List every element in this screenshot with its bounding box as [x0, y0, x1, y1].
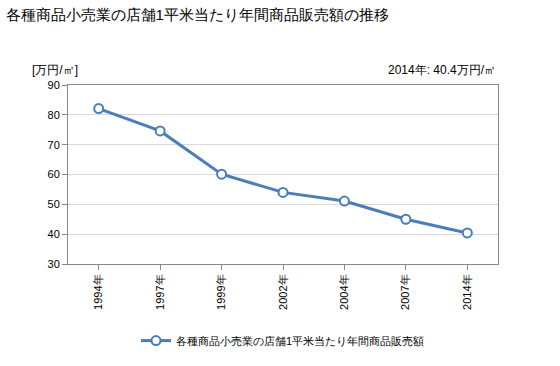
svg-text:70: 70 [48, 139, 60, 151]
svg-text:80: 80 [48, 109, 60, 121]
svg-text:60: 60 [48, 168, 60, 180]
svg-text:90: 90 [48, 79, 60, 91]
svg-text:2014年: 40.4万円/㎡: 2014年: 40.4万円/㎡ [388, 63, 496, 77]
svg-text:各種商品小売業の店舗1平米当たり年間商品販売額: 各種商品小売業の店舗1平米当たり年間商品販売額 [176, 335, 424, 347]
svg-text:各種商品小売業の店舗1平米当たり年間商品販売額の推移: 各種商品小売業の店舗1平米当たり年間商品販売額の推移 [6, 6, 389, 23]
svg-text:50: 50 [48, 198, 60, 210]
svg-text:1994年: 1994年 [92, 274, 104, 309]
svg-text:2004年: 2004年 [338, 274, 350, 309]
svg-text:30: 30 [48, 258, 60, 270]
svg-text:40: 40 [48, 228, 60, 240]
svg-text:2014年: 2014年 [461, 274, 473, 309]
svg-text:2007年: 2007年 [399, 274, 411, 309]
svg-text:[万円/㎡]: [万円/㎡] [32, 63, 78, 77]
svg-text:2002年: 2002年 [277, 274, 289, 309]
svg-text:1999年: 1999年 [215, 274, 227, 309]
svg-text:1997年: 1997年 [154, 274, 166, 309]
